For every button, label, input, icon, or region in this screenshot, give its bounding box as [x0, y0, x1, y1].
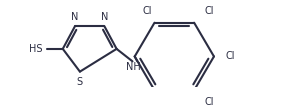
Text: Cl: Cl — [205, 6, 214, 16]
Text: N: N — [101, 12, 108, 22]
Text: N: N — [71, 12, 79, 22]
Text: Cl: Cl — [225, 51, 235, 61]
Text: HS: HS — [29, 44, 43, 54]
Text: S: S — [77, 77, 83, 87]
Text: NH: NH — [126, 62, 141, 72]
Text: Cl: Cl — [205, 97, 214, 107]
Text: Cl: Cl — [142, 6, 152, 16]
